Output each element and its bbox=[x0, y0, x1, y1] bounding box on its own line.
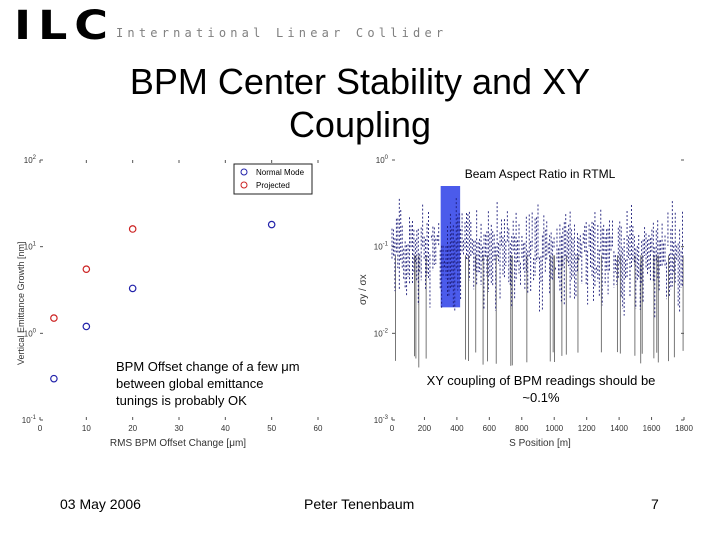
x-tick-label: 600 bbox=[483, 424, 497, 433]
x-tick-label: 50 bbox=[267, 424, 276, 433]
note-xy-coupling: XY coupling of BPM readings should be ~0… bbox=[426, 373, 656, 405]
data-point-normal-mode bbox=[128, 284, 137, 293]
x-tick-label: 10 bbox=[82, 424, 91, 433]
x-tick-label: 1600 bbox=[643, 424, 661, 433]
x-tick-label: 800 bbox=[515, 424, 529, 433]
data-point-projected bbox=[128, 225, 137, 233]
x-tick-label: 1000 bbox=[545, 424, 563, 433]
chart-title: Beam Aspect Ratio in RTML bbox=[465, 167, 616, 181]
x-tick-label: 0 bbox=[38, 424, 43, 433]
x-axis-label: RMS BPM Offset Change [μm] bbox=[110, 438, 246, 449]
x-tick-label: 60 bbox=[314, 424, 323, 433]
y-tick-label: 100 bbox=[376, 155, 389, 165]
footer-date: 03 May 2006 bbox=[60, 496, 141, 512]
beam-aspect-ratio-chart: Beam Aspect Ratio in RTML σy / σx S Posi… bbox=[358, 155, 693, 449]
y-tick-label: 10-2 bbox=[374, 328, 389, 338]
data-point-normal-mode bbox=[50, 374, 58, 383]
x-tick-label: 40 bbox=[221, 424, 230, 433]
data-point-projected bbox=[50, 314, 58, 322]
chart-legend: Normal Mode Projected bbox=[233, 163, 313, 195]
data-point-projected bbox=[82, 265, 91, 273]
x-tick-label: 200 bbox=[418, 424, 432, 433]
legend-marker-projected bbox=[240, 181, 248, 189]
logo-subtitle: International Linear Collider bbox=[116, 26, 448, 40]
y-axis-label: Vertical Emittance Growth [nm] bbox=[16, 241, 26, 365]
logo-mark: ILC bbox=[14, 3, 115, 49]
footer-author: Peter Tenenbaum bbox=[304, 496, 415, 512]
x-tick-label: 1200 bbox=[578, 424, 596, 433]
y-axis-label: σy / σx bbox=[358, 274, 369, 305]
x-tick-label: 0 bbox=[390, 424, 395, 433]
x-tick-label: 30 bbox=[175, 424, 184, 433]
y-tick-label: 10-1 bbox=[374, 242, 389, 252]
y-tick-label: 10-3 bbox=[374, 415, 389, 425]
emittance-growth-chart: Vertical Emittance Growth [nm] RMS BPM O… bbox=[16, 155, 323, 449]
x-tick-label: 20 bbox=[128, 424, 137, 433]
x-tick-label: 1800 bbox=[675, 424, 693, 433]
y-tick-label: 101 bbox=[24, 242, 37, 252]
data-point-normal-mode bbox=[267, 220, 276, 229]
legend-normal-mode: Normal Mode bbox=[256, 168, 305, 177]
x-axis-label: S Position [m] bbox=[509, 438, 571, 449]
note-bpm-offset: BPM Offset change of a few μm between gl… bbox=[116, 359, 300, 408]
y-tick-label: 10-1 bbox=[22, 415, 37, 425]
legend-marker-normal-mode bbox=[240, 168, 248, 176]
ilc-logo: ILC bbox=[14, 6, 108, 46]
data-point-normal-mode bbox=[82, 322, 91, 331]
slide-title: BPM Center Stability and XY Coupling bbox=[129, 61, 591, 145]
y-tick-label: 100 bbox=[24, 328, 37, 338]
footer-page-number: 7 bbox=[651, 496, 659, 512]
y-tick-label: 102 bbox=[24, 155, 37, 165]
x-tick-label: 1400 bbox=[610, 424, 628, 433]
x-tick-label: 400 bbox=[450, 424, 464, 433]
legend-projected: Projected bbox=[256, 181, 290, 190]
